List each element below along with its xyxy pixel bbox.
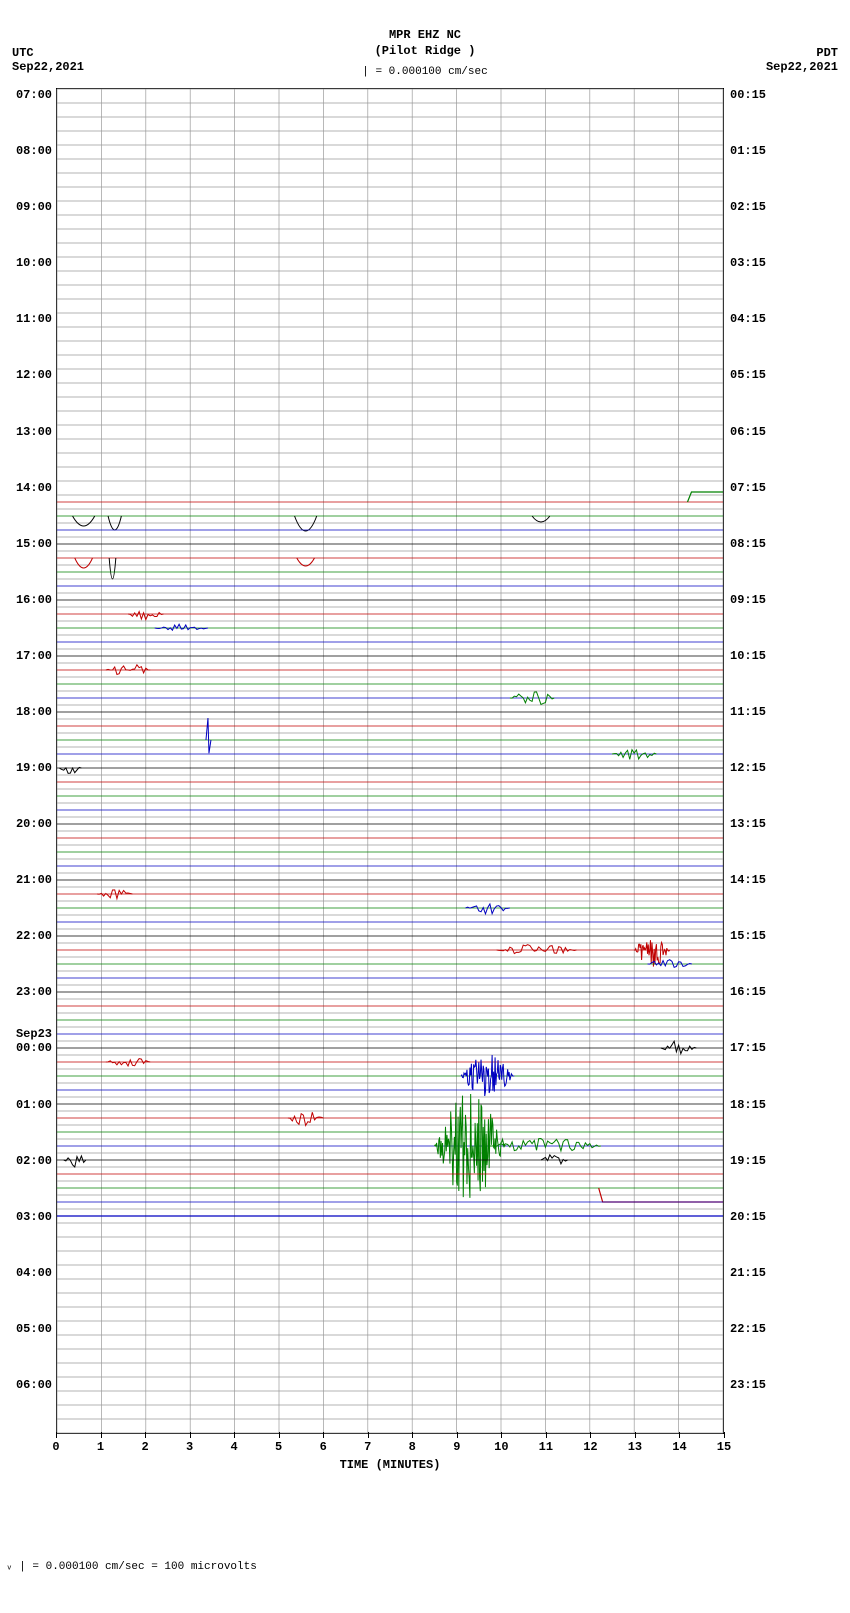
- utc-hour-label: 14:00: [16, 481, 52, 495]
- pdt-hour-label: 23:15: [730, 1378, 766, 1392]
- right-date: Sep22,2021: [766, 60, 838, 74]
- pdt-hour-label: 00:15: [730, 88, 766, 102]
- pdt-hour-label: 19:15: [730, 1154, 766, 1168]
- pdt-hour-label: 07:15: [730, 481, 766, 495]
- utc-hour-label: 23:00: [16, 985, 52, 999]
- utc-hour-label: 08:00: [16, 144, 52, 158]
- utc-hour-label: 03:00: [16, 1210, 52, 1224]
- pdt-hour-label: 05:15: [730, 368, 766, 382]
- station-code: MPR EHZ NC: [0, 28, 850, 42]
- utc-hour-label: 11:00: [16, 312, 52, 326]
- utc-hour-label: 19:00: [16, 761, 52, 775]
- x-tick-label: 6: [320, 1440, 327, 1454]
- pdt-hour-label: 08:15: [730, 537, 766, 551]
- x-tick-label: 8: [409, 1440, 416, 1454]
- pdt-hour-label: 16:15: [730, 985, 766, 999]
- x-tick-label: 11: [539, 1440, 553, 1454]
- utc-hour-label: 16:00: [16, 593, 52, 607]
- pdt-hour-label: 11:15: [730, 705, 766, 719]
- pdt-hour-label: 01:15: [730, 144, 766, 158]
- scale-indicator: | = 0.000100 cm/sec: [0, 66, 850, 78]
- pdt-hour-label: 13:15: [730, 817, 766, 831]
- x-tick-label: 13: [628, 1440, 642, 1454]
- utc-hour-label: 06:00: [16, 1378, 52, 1392]
- utc-hour-label: 09:00: [16, 200, 52, 214]
- x-tick-label: 9: [453, 1440, 460, 1454]
- utc-hour-label: 01:00: [16, 1098, 52, 1112]
- pdt-hour-label: 18:15: [730, 1098, 766, 1112]
- pdt-hour-label: 03:15: [730, 256, 766, 270]
- utc-hour-label: 07:00: [16, 88, 52, 102]
- utc-hour-label: 04:00: [16, 1266, 52, 1280]
- pdt-hour-label: 22:15: [730, 1322, 766, 1336]
- pdt-hour-label: 02:15: [730, 200, 766, 214]
- utc-hour-label: 00:00: [16, 1041, 52, 1055]
- seismogram-plot: [56, 88, 724, 1434]
- left-timezone: UTC: [12, 46, 34, 60]
- pdt-hour-label: 20:15: [730, 1210, 766, 1224]
- pdt-hour-label: 04:15: [730, 312, 766, 326]
- pdt-hour-label: 09:15: [730, 593, 766, 607]
- pdt-hour-label: 12:15: [730, 761, 766, 775]
- x-tick-label: 1: [97, 1440, 104, 1454]
- utc-hour-label: 02:00: [16, 1154, 52, 1168]
- utc-hour-label: 10:00: [16, 256, 52, 270]
- utc-hour-label: 20:00: [16, 817, 52, 831]
- left-date: Sep22,2021: [12, 60, 84, 74]
- right-timezone: PDT: [816, 46, 838, 60]
- x-tick-label: 4: [231, 1440, 238, 1454]
- utc-hour-label: 18:00: [16, 705, 52, 719]
- pdt-hour-label: 06:15: [730, 425, 766, 439]
- x-axis-label: TIME (MINUTES): [56, 1458, 724, 1472]
- x-tick-label: 15: [717, 1440, 731, 1454]
- pdt-hour-label: 15:15: [730, 929, 766, 943]
- date-separator: Sep23: [16, 1027, 52, 1041]
- x-tick-label: 5: [275, 1440, 282, 1454]
- x-tick-label: 10: [494, 1440, 508, 1454]
- footer-scale: ᵥ | = 0.000100 cm/sec = 100 microvolts: [6, 1561, 257, 1573]
- utc-hour-label: 05:00: [16, 1322, 52, 1336]
- pdt-hour-label: 21:15: [730, 1266, 766, 1280]
- x-tick-label: 2: [141, 1440, 148, 1454]
- utc-hour-label: 21:00: [16, 873, 52, 887]
- x-tick-label: 0: [52, 1440, 59, 1454]
- pdt-hour-label: 14:15: [730, 873, 766, 887]
- x-tick-label: 14: [672, 1440, 686, 1454]
- pdt-hour-label: 17:15: [730, 1041, 766, 1055]
- utc-hour-label: 17:00: [16, 649, 52, 663]
- x-tick-label: 7: [364, 1440, 371, 1454]
- utc-hour-label: 15:00: [16, 537, 52, 551]
- station-name: (Pilot Ridge ): [0, 44, 850, 58]
- utc-hour-label: 12:00: [16, 368, 52, 382]
- pdt-hour-labels: 00:15 01:15 02:15 03:15 04:15 05:15 06:15 07:15…: [728, 88, 848, 1434]
- x-tick-label: 12: [583, 1440, 597, 1454]
- utc-hour-label: 22:00: [16, 929, 52, 943]
- x-tick-label: 3: [186, 1440, 193, 1454]
- pdt-hour-label: 10:15: [730, 649, 766, 663]
- utc-hour-label: 13:00: [16, 425, 52, 439]
- utc-hour-labels: 07:00 08:00 09:00 10:00 11:00 12:00 13:00 14:00…: [0, 88, 54, 1434]
